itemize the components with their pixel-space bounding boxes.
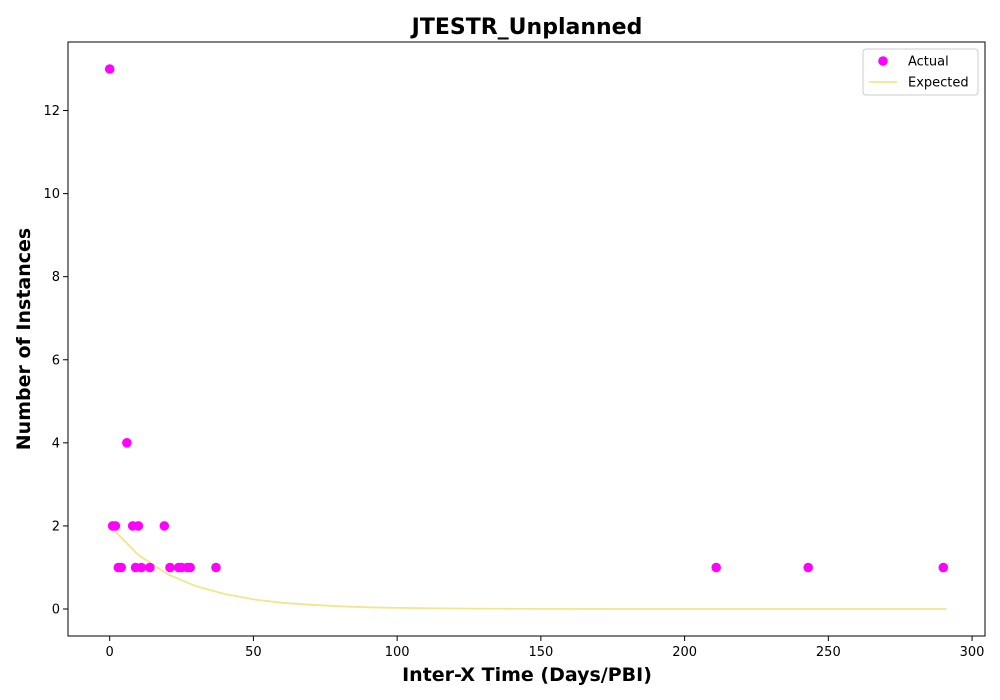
y-tick-label: 12 [43,104,60,119]
legend-marker-actual [878,56,888,66]
legend-label: Expected [908,76,969,91]
actual-point [145,562,155,573]
x-tick-label: 100 [385,645,410,660]
legend-label: Actual [908,55,949,70]
actual-point [938,562,949,573]
y-tick-label: 10 [43,187,60,202]
actual-point [104,64,115,74]
actual-point [116,562,126,573]
y-tick-label: 6 [52,353,60,368]
actual-point [711,562,721,573]
actual-point [185,562,195,573]
actual-point [803,562,813,573]
actual-point [122,438,132,448]
plot-area: 0 50 100 150 200 250 300 0 2 4 6 8 10 12 [43,41,986,660]
actual-point [165,562,175,573]
x-tick-label: 0 [106,645,114,660]
axes-frame [67,41,986,637]
actual-point [136,562,147,573]
y-tick-label: 8 [52,270,60,285]
x-tick-label: 200 [672,645,697,660]
actual-point [211,562,221,573]
y-tick-label: 0 [52,603,60,618]
x-axis-label: Inter-X Time (Days/PBI) [402,664,652,686]
x-tick-label: 300 [960,645,985,660]
x-tick-label: 50 [245,645,262,660]
chart-title: JTESTR_Unplanned [410,15,643,40]
actual-point [110,521,121,531]
expected-line [109,525,947,610]
y-axis-label: Number of Instances [13,228,35,450]
actual-point [133,521,144,531]
x-tick-label: 150 [528,645,553,660]
y-tick-label: 2 [52,519,60,534]
legend: Actual Expected [862,48,979,96]
actual-point [159,521,170,531]
x-tick-label: 250 [816,645,841,660]
legend-box [862,48,979,96]
y-tick-label: 4 [52,436,60,451]
